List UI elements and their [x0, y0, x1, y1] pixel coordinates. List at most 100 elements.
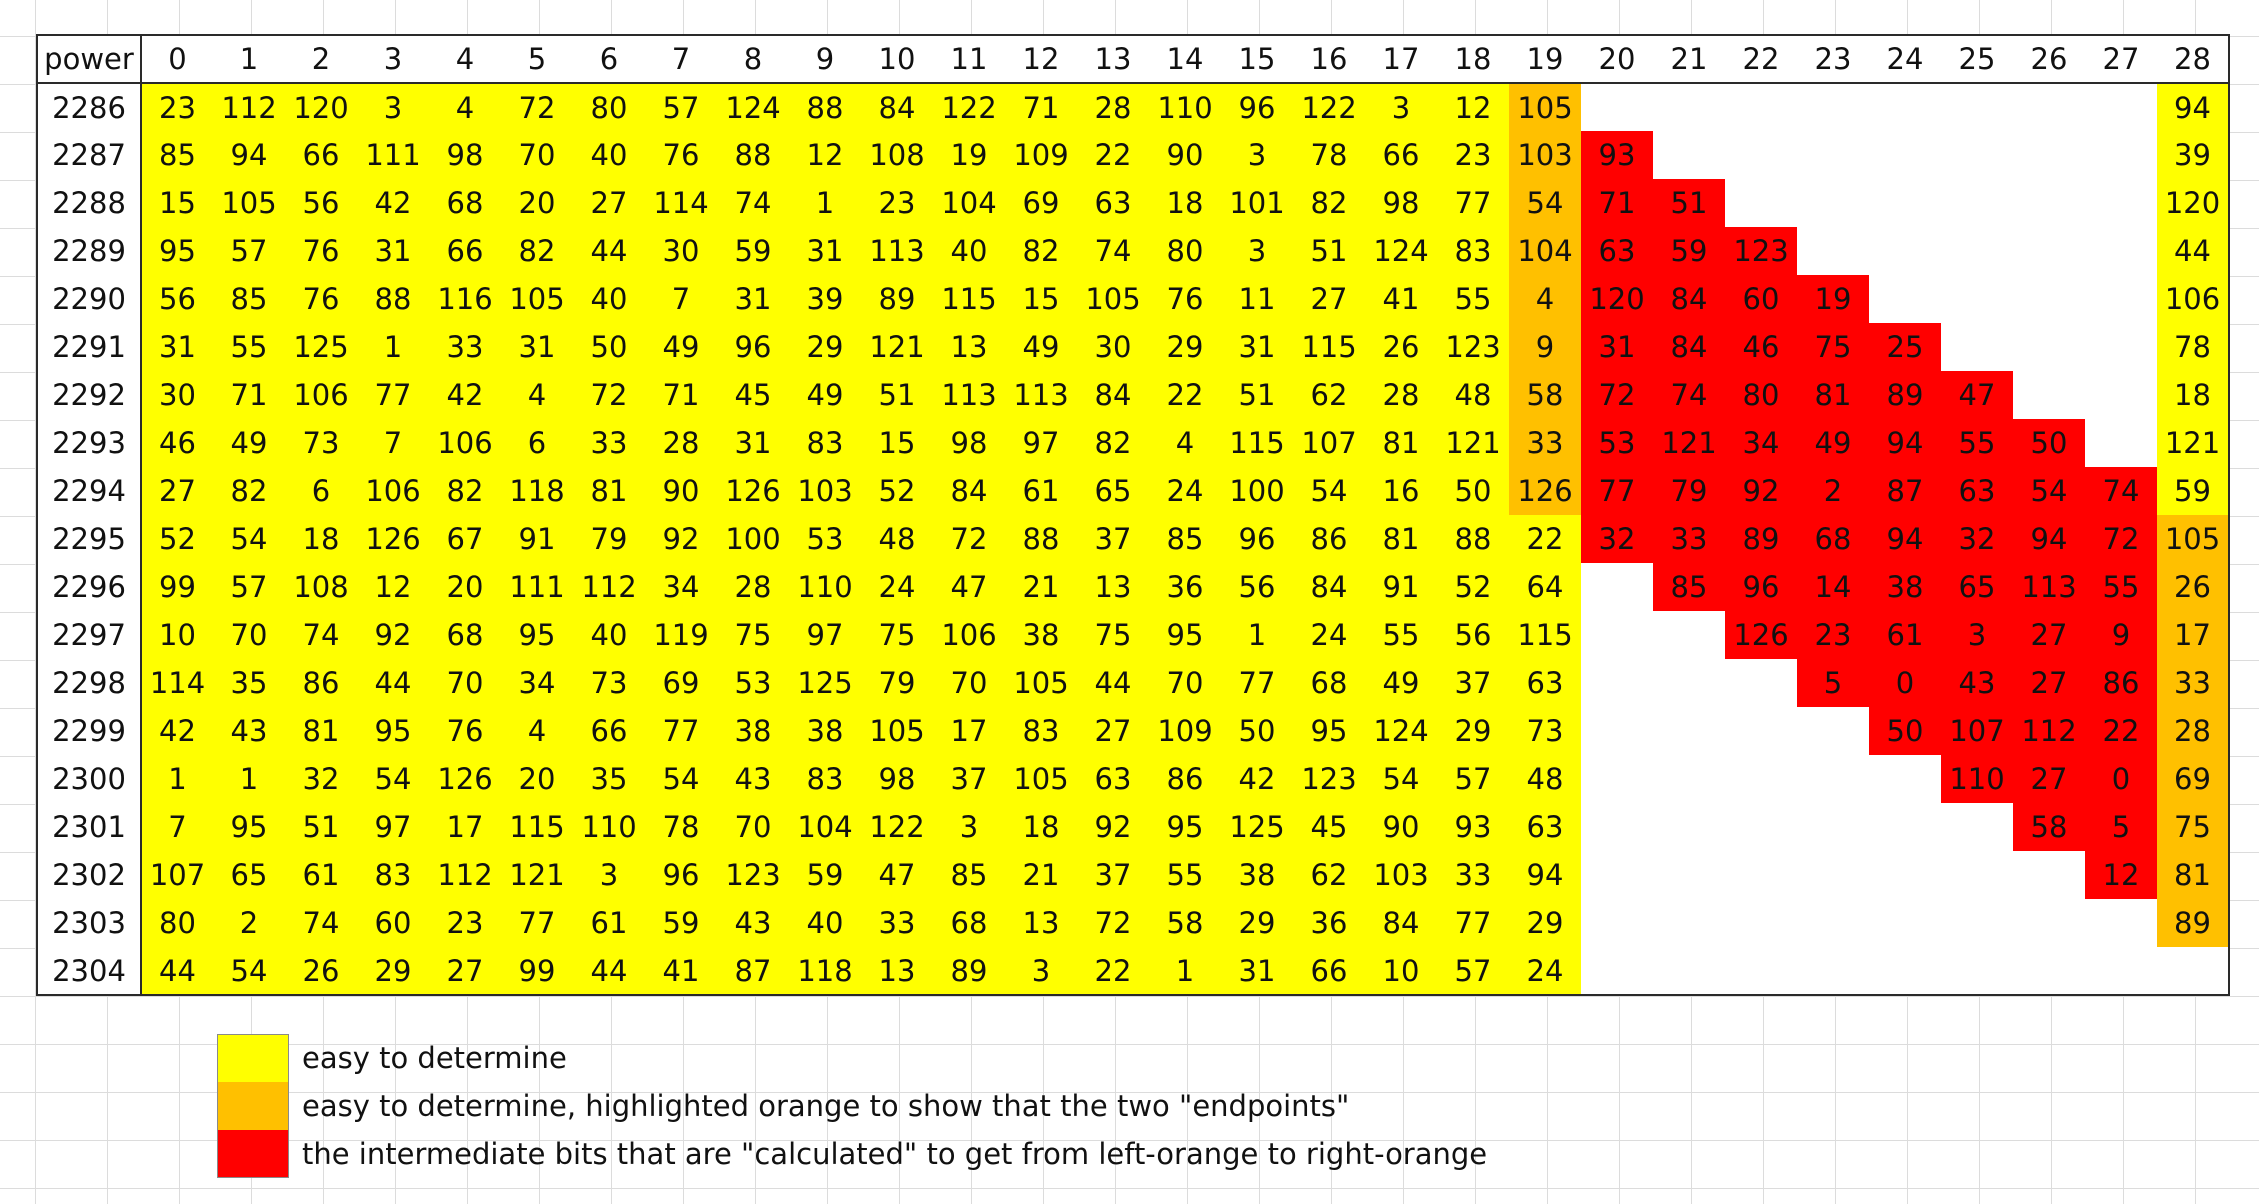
table-cell[interactable]: 88: [1437, 515, 1509, 563]
column-header-14[interactable]: 14: [1149, 35, 1221, 84]
table-cell[interactable]: 95: [1293, 707, 1365, 755]
table-cell[interactable]: 95: [501, 611, 573, 659]
table-cell[interactable]: 55: [1941, 419, 2013, 467]
table-cell[interactable]: [1725, 659, 1797, 707]
row-header-power[interactable]: 2299: [37, 707, 142, 755]
table-cell[interactable]: 29: [1509, 899, 1581, 947]
table-cell[interactable]: 59: [2157, 467, 2229, 515]
column-header-20[interactable]: 20: [1581, 35, 1653, 84]
table-cell[interactable]: 28: [1077, 83, 1149, 131]
table-cell[interactable]: 84: [861, 83, 933, 131]
header-cell-power[interactable]: power: [37, 35, 142, 84]
table-cell[interactable]: 46: [1725, 323, 1797, 371]
table-cell[interactable]: [1869, 947, 1941, 995]
table-cell[interactable]: 46: [141, 419, 213, 467]
table-cell[interactable]: 115: [1221, 419, 1293, 467]
table-cell[interactable]: 77: [645, 707, 717, 755]
table-cell[interactable]: 57: [213, 563, 285, 611]
table-cell[interactable]: 76: [285, 275, 357, 323]
table-cell[interactable]: 97: [1005, 419, 1077, 467]
table-cell[interactable]: 12: [2085, 851, 2157, 899]
table-cell[interactable]: 38: [1221, 851, 1293, 899]
table-cell[interactable]: 33: [1509, 419, 1581, 467]
table-cell[interactable]: 106: [2157, 275, 2229, 323]
table-cell[interactable]: 86: [1293, 515, 1365, 563]
table-cell[interactable]: 12: [789, 131, 861, 179]
table-cell[interactable]: 28: [2157, 707, 2229, 755]
table-cell[interactable]: 126: [717, 467, 789, 515]
legend-swatch-yellow[interactable]: [217, 1034, 289, 1082]
table-cell[interactable]: 81: [285, 707, 357, 755]
table-cell[interactable]: 49: [645, 323, 717, 371]
row-header-power[interactable]: 2300: [37, 755, 142, 803]
table-cell[interactable]: 40: [573, 275, 645, 323]
table-cell[interactable]: 1: [213, 755, 285, 803]
table-cell[interactable]: 17: [429, 803, 501, 851]
table-cell[interactable]: 10: [1365, 947, 1437, 995]
table-cell[interactable]: 75: [717, 611, 789, 659]
table-cell[interactable]: 45: [717, 371, 789, 419]
table-cell[interactable]: 1: [1149, 947, 1221, 995]
table-cell[interactable]: 89: [2157, 899, 2229, 947]
row-header-power[interactable]: 2291: [37, 323, 142, 371]
table-cell[interactable]: 30: [645, 227, 717, 275]
table-cell[interactable]: 103: [789, 467, 861, 515]
table-cell[interactable]: 75: [1077, 611, 1149, 659]
table-cell[interactable]: 113: [861, 227, 933, 275]
table-cell[interactable]: [1725, 899, 1797, 947]
table-cell[interactable]: 57: [645, 83, 717, 131]
table-cell[interactable]: 88: [1005, 515, 1077, 563]
table-cell[interactable]: [1581, 707, 1653, 755]
table-cell[interactable]: 56: [141, 275, 213, 323]
table-cell[interactable]: 13: [933, 323, 1005, 371]
table-cell[interactable]: 115: [933, 275, 1005, 323]
table-cell[interactable]: 48: [1437, 371, 1509, 419]
table-cell[interactable]: 12: [1437, 83, 1509, 131]
table-cell[interactable]: 37: [1437, 659, 1509, 707]
table-cell[interactable]: 27: [2013, 755, 2085, 803]
table-cell[interactable]: [1725, 707, 1797, 755]
table-cell[interactable]: 43: [1941, 659, 2013, 707]
table-cell[interactable]: 92: [1077, 803, 1149, 851]
table-cell[interactable]: 24: [1293, 611, 1365, 659]
table-cell[interactable]: 54: [645, 755, 717, 803]
table-cell[interactable]: 74: [1653, 371, 1725, 419]
table-cell[interactable]: 59: [789, 851, 861, 899]
column-header-25[interactable]: 25: [1941, 35, 2013, 84]
table-cell[interactable]: 82: [501, 227, 573, 275]
row-header-power[interactable]: 2304: [37, 947, 142, 995]
table-cell[interactable]: 110: [1149, 83, 1221, 131]
table-cell[interactable]: 76: [285, 227, 357, 275]
table-cell[interactable]: 38: [789, 707, 861, 755]
table-cell[interactable]: 96: [645, 851, 717, 899]
row-header-power[interactable]: 2289: [37, 227, 142, 275]
column-header-8[interactable]: 8: [717, 35, 789, 84]
table-cell[interactable]: 73: [573, 659, 645, 707]
column-header-21[interactable]: 21: [1653, 35, 1725, 84]
table-cell[interactable]: 21: [1005, 563, 1077, 611]
table-cell[interactable]: 70: [501, 131, 573, 179]
table-cell[interactable]: 74: [285, 899, 357, 947]
table-cell[interactable]: 4: [429, 83, 501, 131]
table-cell[interactable]: 56: [285, 179, 357, 227]
table-cell[interactable]: 126: [1509, 467, 1581, 515]
table-cell[interactable]: 121: [1653, 419, 1725, 467]
row-header-power[interactable]: 2302: [37, 851, 142, 899]
table-cell[interactable]: [1797, 803, 1869, 851]
table-cell[interactable]: 49: [1365, 659, 1437, 707]
table-cell[interactable]: 111: [501, 563, 573, 611]
table-cell[interactable]: 33: [1653, 515, 1725, 563]
table-cell[interactable]: 60: [1725, 275, 1797, 323]
table-cell[interactable]: 42: [141, 707, 213, 755]
column-header-6[interactable]: 6: [573, 35, 645, 84]
table-cell[interactable]: [2013, 371, 2085, 419]
table-cell[interactable]: 43: [717, 755, 789, 803]
table-cell[interactable]: 72: [1077, 899, 1149, 947]
table-cell[interactable]: 31: [1221, 323, 1293, 371]
table-cell[interactable]: [1653, 755, 1725, 803]
table-cell[interactable]: 17: [2157, 611, 2229, 659]
table-cell[interactable]: 59: [717, 227, 789, 275]
table-cell[interactable]: 95: [357, 707, 429, 755]
table-cell[interactable]: 25: [1869, 323, 1941, 371]
table-cell[interactable]: 42: [357, 179, 429, 227]
